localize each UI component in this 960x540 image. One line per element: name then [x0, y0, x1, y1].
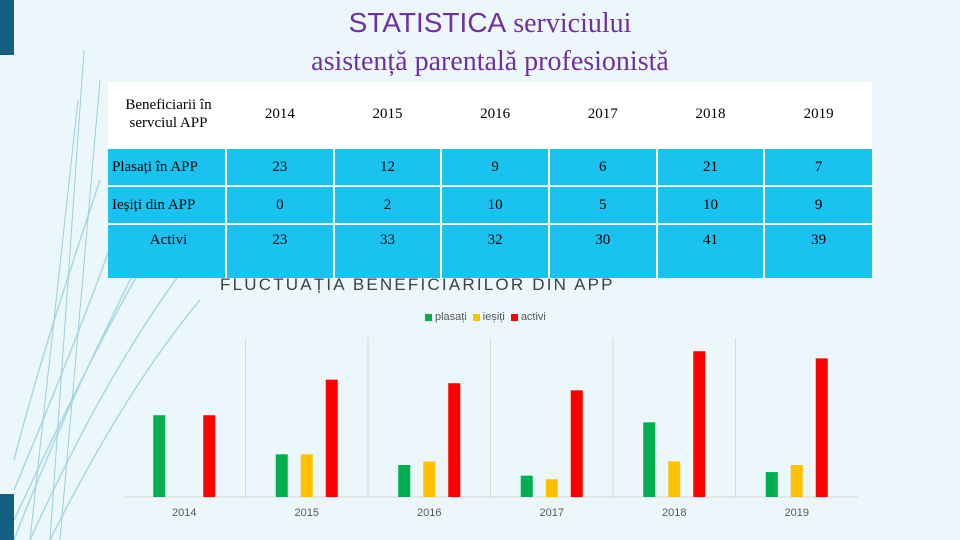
bar-activi-2017 [570, 390, 583, 497]
table-cell: 10 [440, 186, 549, 225]
table-row: Activi 23 33 32 30 41 39 [108, 224, 872, 278]
table-cell: 32 [440, 224, 549, 278]
table-cell: 2 [332, 186, 442, 225]
table-header-row: Beneficiarii în servciul APP 2014 2015 2… [108, 82, 872, 149]
table-cell: 12 [332, 147, 442, 187]
year-header: 2019 [763, 82, 872, 149]
bar-plasați-2017 [520, 475, 533, 497]
legend-swatch [425, 313, 432, 321]
table-cell: 33 [332, 224, 442, 278]
bar-plasați-2018 [643, 422, 656, 497]
bar-plasați-2016 [398, 465, 411, 497]
x-tick-label: 2017 [540, 507, 564, 519]
x-tick-label: 2018 [662, 507, 686, 519]
legend-item: plasați [425, 311, 467, 323]
legend-item: ieșiți [472, 311, 505, 323]
x-tick-label: 2014 [172, 507, 196, 519]
row-label: Ieșiți din APP [108, 186, 226, 225]
bar-ieșiți-2015 [300, 454, 313, 497]
bar-activi-2016 [448, 383, 461, 497]
table-row: Ieșiți din APP 0 2 10 5 10 9 [108, 186, 872, 225]
table-cell: 23 [225, 224, 334, 278]
bar-ieșiți-2019 [790, 465, 803, 497]
bar-ieșiți-2017 [545, 479, 558, 497]
bar-ieșiți-2018 [668, 461, 681, 497]
table-cell: 41 [655, 224, 765, 278]
title-line2: asistență parentală profesionistă [311, 46, 669, 77]
row-label: Activi [108, 224, 226, 278]
legend-label: plasați [435, 311, 467, 323]
left-accent-bar-bottom [0, 494, 14, 540]
table-cell: 7 [763, 147, 872, 187]
legend-label: ieșiți [482, 311, 505, 323]
bar-activi-2014 [203, 415, 216, 497]
table-cell: 30 [547, 224, 657, 278]
x-tick-label: 2015 [295, 507, 319, 519]
legend-swatch [472, 313, 480, 321]
year-header: 2016 [440, 82, 549, 149]
bar-ieșiți-2016 [423, 461, 436, 497]
title-line1-sans: STATISTICA [348, 7, 507, 38]
table-cell: 10 [655, 186, 765, 225]
table-cell: 6 [547, 147, 657, 187]
table-cell: 0 [225, 186, 334, 225]
x-tick-label: 2019 [785, 507, 809, 519]
row-label: Plasați în APP [108, 147, 226, 187]
chart-title: FLUCTUAȚIA BENEFICIARILOR DIN APP [220, 275, 615, 294]
legend-item: activi [510, 311, 546, 323]
table-cell: 39 [763, 224, 872, 278]
bar-activi-2019 [815, 358, 828, 497]
page-title: STATISTICA serviciului asistență parenta… [200, 4, 780, 81]
left-accent-bar-top [0, 0, 14, 55]
year-header: 2017 [547, 82, 657, 149]
table-cell: 5 [547, 186, 657, 225]
x-tick-label: 2016 [417, 507, 441, 519]
bar-plasați-2019 [765, 472, 778, 497]
chart-legend: plasați ieșiți activi [425, 311, 546, 323]
year-header: 2015 [332, 82, 442, 149]
legend-swatch [510, 313, 518, 321]
year-header: 2014 [225, 82, 334, 149]
table-row: Plasați în APP 23 12 9 6 21 7 [108, 147, 872, 187]
statistics-table: Beneficiarii în servciul APP 2014 2015 2… [108, 82, 872, 278]
title-line1-serif: serviciului [513, 8, 632, 39]
bar-plasați-2014 [153, 415, 166, 497]
bar-activi-2018 [693, 351, 706, 497]
table-cell: 9 [763, 186, 872, 225]
table-cell: 23 [225, 147, 334, 187]
bar-plasați-2015 [275, 454, 288, 497]
table-cell: 21 [655, 147, 765, 187]
legend-label: activi [520, 311, 546, 323]
table-cell: 9 [440, 147, 549, 187]
bar-activi-2015 [325, 379, 338, 497]
table-header-label: Beneficiarii în servciul APP [108, 82, 226, 149]
year-header: 2018 [655, 82, 765, 149]
